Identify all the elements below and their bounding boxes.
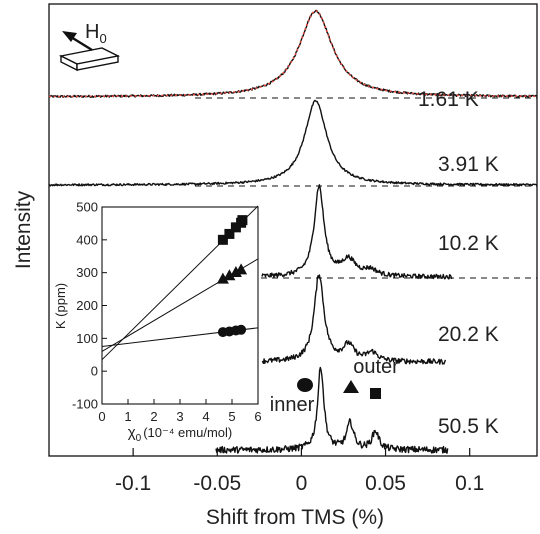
fit-curve-1-61-k: [49, 10, 537, 98]
main-plot-frame: [48, 3, 538, 457]
temperature-label-3-91-k: 3.91 K: [438, 153, 499, 176]
main-x-axis-label: Shift from TMS (%): [206, 506, 384, 529]
inset-points: [216, 215, 248, 338]
spectrum-3-91-k: [48, 99, 537, 187]
spectrum-1-61-k: [48, 9, 538, 98]
inset-point-square-1: [217, 234, 228, 245]
main-x-tick-label-0: 0: [296, 472, 308, 495]
inset-y-axis-label: K (ppm): [53, 283, 68, 329]
outer-marker-triangle: [343, 380, 359, 393]
main-x-tick-label-0-05: -0.05: [193, 472, 241, 495]
main-x-tick-label-0-1: -0.1: [115, 472, 151, 495]
field-arrow-icon: [62, 31, 77, 42]
spectrum-50-5-k: [215, 366, 449, 454]
inset-point-triangle-2: [223, 269, 236, 281]
inset-x-tick-label-3: 3: [176, 409, 183, 424]
field-arrow-shaft: [70, 35, 93, 52]
inset-x-tick-label-1: 1: [124, 409, 131, 424]
temperature-label-10-2-k: 10.2 K: [438, 232, 499, 255]
inset-x-tick-label-5: 5: [228, 409, 235, 424]
inset-y-ticks: -100 0 100 200 300 400 500: [72, 200, 107, 412]
temperature-label-50-5-k: 50.5 K: [438, 415, 499, 438]
inset-y-tick-label-500: 500: [76, 200, 98, 215]
inset-point-square-5: [237, 215, 248, 226]
main-y-axis-label: Intensity: [12, 190, 35, 269]
inset-x-axis-label: χ0 (10⁻⁴ emu/mol): [128, 424, 232, 444]
temperature-labels: 1.61 K 3.91 K 10.2 K 20.2 K 50.5 K: [418, 88, 499, 438]
main-plot: -0.1 -0.05 0 0.05 0.1 1.61 K 3.91 K 10.2 K 20.2…: [12, 3, 538, 529]
peak-annotations: inner outer: [270, 356, 399, 416]
inset-y-tick-label-100: -100: [72, 397, 98, 412]
inner-label: inner: [270, 394, 315, 416]
main-x-ticks: -0.1 -0.05 0 0.05 0.1: [115, 448, 484, 495]
inset-x-tick-label-2: 2: [150, 409, 157, 424]
outer-marker-square: [370, 388, 381, 399]
inset-point-circle-4: [236, 324, 247, 335]
inset-x-ticks: 0 1 2 3 4 5 6: [98, 399, 262, 424]
spectra: [48, 9, 538, 454]
field-sample-icon: H0: [58, 21, 121, 72]
sample-plate-front: [76, 55, 119, 71]
temperature-label-1-61-k: 1.61 K: [418, 88, 479, 111]
inset-y-tick-label-100: 100: [76, 331, 98, 346]
inset-y-tick-label-300: 300: [76, 265, 98, 280]
field-label: H0: [85, 21, 107, 46]
spectrum-10-2-k: [261, 184, 453, 280]
inset-x-tick-label-0: 0: [98, 409, 105, 424]
inset-point-triangle-1: [216, 272, 229, 284]
inset-y-tick-label-0: 0: [91, 364, 98, 379]
main-x-tick-label-0-05: 0.05: [365, 472, 406, 495]
inset-point-square-2: [224, 228, 235, 239]
inset-point-triangle-4: [235, 263, 248, 275]
main-x-tick-label-0-1: 0.1: [455, 472, 484, 495]
inset-x-tick-label-4: 4: [202, 409, 209, 424]
outer-label: outer: [353, 356, 399, 378]
inset-y-tick-label-400: 400: [76, 232, 98, 247]
inset-point-square-3: [230, 222, 241, 233]
temperature-label-20-2-k: 20.2 K: [438, 323, 499, 346]
inner-marker-circle: [297, 378, 313, 392]
inset-y-tick-label-200: 200: [76, 298, 98, 313]
spectrum-20-2-k: [261, 274, 447, 365]
inset-x-tick-label-6: 6: [254, 409, 261, 424]
